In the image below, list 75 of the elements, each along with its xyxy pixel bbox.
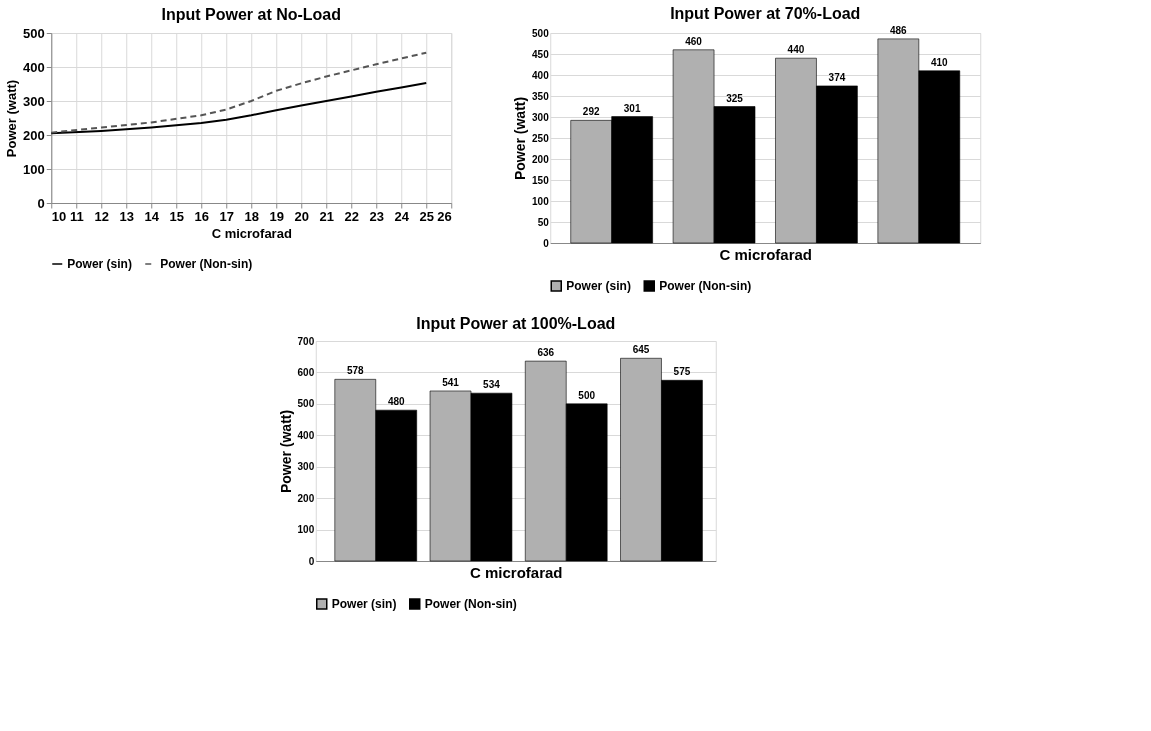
y-tick-label: 100 <box>23 161 45 177</box>
legend-label: Power (sin) <box>566 279 631 293</box>
y-tick-label: 500 <box>297 398 315 410</box>
y-tick-label: 300 <box>532 111 550 123</box>
x-tick-label: 15 <box>169 208 184 224</box>
data-label: 292 <box>582 106 600 118</box>
data-label: 460 <box>685 35 703 47</box>
data-label: 486 <box>890 24 908 36</box>
data-label: 440 <box>787 44 805 56</box>
y-tick-label: 0 <box>543 237 550 249</box>
x-tick-label: 10 <box>51 208 67 224</box>
x-tick-label: 23 <box>369 208 384 224</box>
chart-title: Input Power at No-Load <box>161 6 342 23</box>
y-axis-title: Power (watt) <box>512 96 529 181</box>
data-label: 534 <box>483 379 501 391</box>
x-tick-label: 18 <box>244 208 259 224</box>
x-tick-label: 12 <box>94 208 109 224</box>
y-tick-label: 400 <box>297 429 315 441</box>
y-tick-label: 100 <box>532 195 550 207</box>
line-series <box>50 51 428 134</box>
chart-title: Input Power at 100%-Load <box>416 315 616 332</box>
y-tick-label: 400 <box>532 69 550 81</box>
data-label: 575 <box>673 366 691 378</box>
legend-label: Power (sin) <box>331 597 397 611</box>
y-tick-label: 0 <box>37 195 45 211</box>
x-tick-label: 22 <box>344 208 359 224</box>
x-tick-label: 13 <box>119 208 134 224</box>
x-tick-label: 26 <box>437 208 452 224</box>
line-series <box>50 81 428 135</box>
y-tick-label: 200 <box>532 153 550 165</box>
data-label: 636 <box>537 347 555 359</box>
data-label: 374 <box>828 71 846 83</box>
y-tick-label: 450 <box>532 48 550 60</box>
x-tick-label: 24 <box>394 208 410 224</box>
y-tick-label: 150 <box>532 174 550 186</box>
y-tick-label: 350 <box>532 90 550 102</box>
chart-title: Input Power at 70%-Load <box>670 4 861 22</box>
x-axis-title: C microfarad <box>719 245 813 263</box>
x-tick-label: 19 <box>269 208 284 224</box>
legend-label: Power (Non-sin) <box>160 257 253 271</box>
data-label: 645 <box>632 344 650 356</box>
y-tick-label: 600 <box>297 366 315 378</box>
data-label: 480 <box>387 396 406 408</box>
x-axis-title: C microfarad <box>211 225 292 241</box>
y-tick-label: 300 <box>23 93 45 109</box>
y-tick-label: 300 <box>297 461 315 473</box>
y-axis-title: Power (watt) <box>4 79 20 158</box>
x-tick-label: 14 <box>144 208 160 224</box>
y-tick-label: 200 <box>23 127 45 143</box>
y-tick-label: 700 <box>297 335 315 347</box>
data-label: 541 <box>442 376 460 388</box>
y-tick-label: 0 <box>308 555 315 567</box>
x-tick-label: 20 <box>294 208 309 224</box>
y-tick-label: 250 <box>532 132 550 144</box>
x-axis-title: C microfarad <box>469 563 563 581</box>
x-tick-label: 17 <box>219 208 234 224</box>
legend-label: Power (sin) <box>67 257 132 271</box>
y-tick-label: 500 <box>23 25 45 41</box>
data-label: 578 <box>346 365 365 377</box>
legend-label: Power (Non-sin) <box>659 279 752 293</box>
y-tick-label: 400 <box>23 59 45 75</box>
data-label: 410 <box>930 56 949 68</box>
x-tick-label: 11 <box>69 208 84 224</box>
x-tick-label: 25 <box>419 208 434 224</box>
y-tick-label: 50 <box>537 216 550 228</box>
y-tick-label: 100 <box>297 524 315 536</box>
y-tick-label: 500 <box>532 27 550 39</box>
data-label: 500 <box>578 389 596 401</box>
data-label: 301 <box>623 102 641 114</box>
legend-label: Power (Non-sin) <box>424 597 517 611</box>
x-tick-label: 16 <box>194 208 209 224</box>
x-tick-label: 21 <box>319 208 334 224</box>
data-label: 325 <box>726 92 744 104</box>
y-axis-title: Power (watt) <box>277 409 294 494</box>
y-tick-label: 200 <box>297 492 315 504</box>
